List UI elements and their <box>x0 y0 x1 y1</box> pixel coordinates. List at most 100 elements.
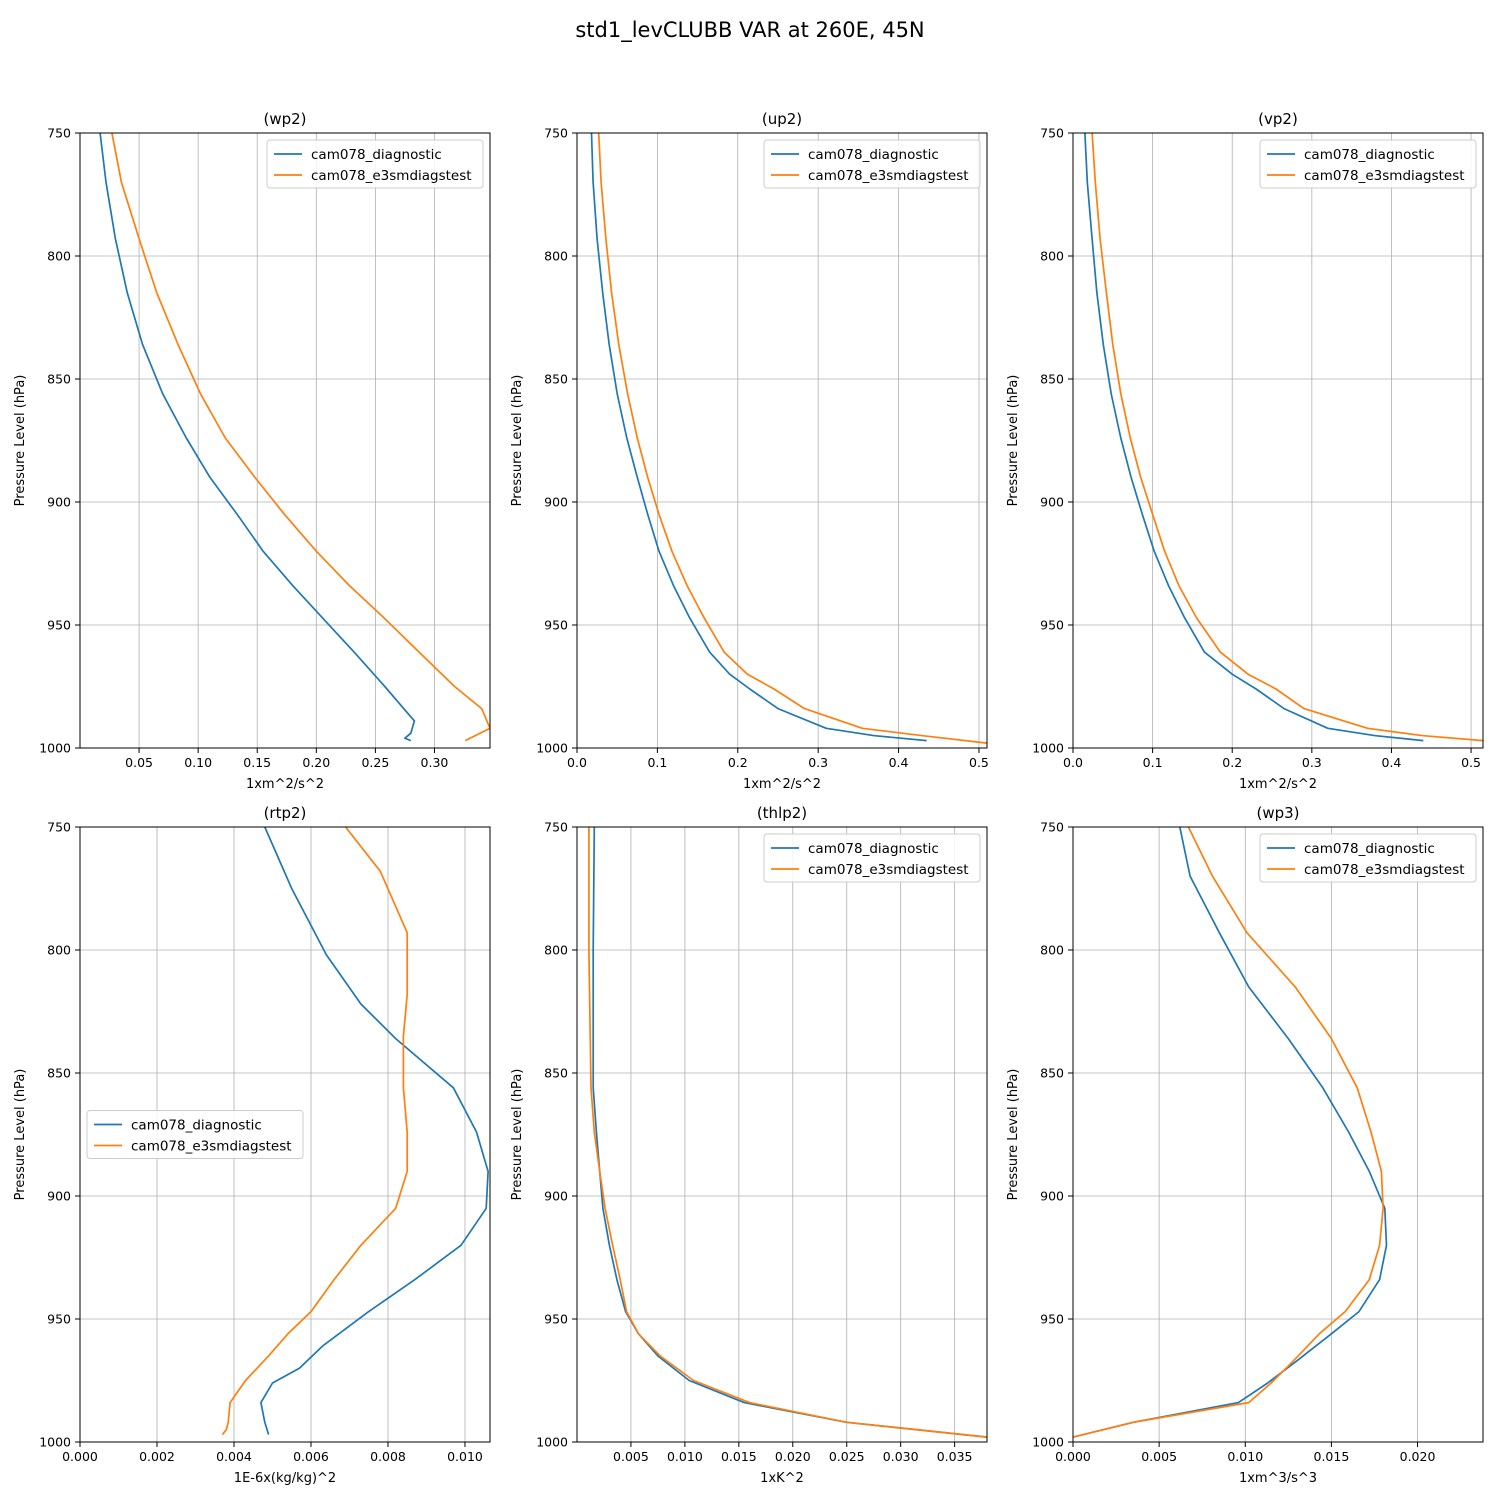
series-line-cam078_diagnostic <box>590 133 927 742</box>
legend-box <box>86 1110 304 1159</box>
x-tick-label: 0.30 <box>421 755 449 770</box>
x-tick-label: 0.015 <box>1314 1449 1350 1464</box>
y-tick-label: 750 <box>47 126 71 141</box>
x-tick-label: 0.3 <box>808 755 828 770</box>
panel-wp3: 0.000 0.005 0.010 0.015 0.020 750 800 850 900 950… <box>1006 804 1484 1486</box>
legend: cam078_diagnostic cam078_e3smdiagstest <box>1259 139 1477 189</box>
x-tick-label: 0.1 <box>1143 755 1163 770</box>
legend-label: cam078_diagnostic <box>131 1118 262 1134</box>
y-tick-label: 950 <box>1040 1312 1064 1327</box>
legend-box <box>1259 833 1477 883</box>
x-tick-label: 0.010 <box>447 1449 483 1464</box>
y-tick-label: 950 <box>47 1312 71 1327</box>
series-line-cam078_diagnostic <box>1073 827 1388 1438</box>
x-tick-label: 0.035 <box>937 1449 973 1464</box>
y-tick-label: 800 <box>47 249 71 264</box>
x-tick-label: 0.005 <box>1141 1449 1177 1464</box>
legend-label: cam078_e3smdiagstest <box>1304 862 1465 878</box>
y-tick-label: 850 <box>47 372 71 387</box>
legend-box <box>763 833 981 883</box>
legend-label: cam078_diagnostic <box>311 147 442 163</box>
x-axis-label: 1E-6x(kg/kg)^2 <box>234 1471 336 1486</box>
x-tick-label: 0.008 <box>370 1449 406 1464</box>
y-tick-label: 1000 <box>536 741 568 756</box>
panel-title: (vp2) <box>1258 110 1298 128</box>
panel-thlp2: 0.005 0.010 0.015 0.020 0.025 0.030 0.035 750 80… <box>510 804 988 1486</box>
x-tick-label: 0.20 <box>302 755 330 770</box>
y-tick-label: 900 <box>544 1189 568 1204</box>
legend: cam078_diagnostic cam078_e3smdiagstest <box>763 139 981 189</box>
y-tick-label: 1000 <box>1032 1435 1064 1450</box>
series-line-cam078_diagnostic <box>592 827 987 1438</box>
y-tick-label: 800 <box>47 943 71 958</box>
y-tick-label: 750 <box>1040 126 1064 141</box>
y-tick-label: 850 <box>47 1066 71 1081</box>
axes-frame <box>576 132 988 749</box>
x-tick-label: 0.4 <box>1382 755 1402 770</box>
x-tick-label: 0.5 <box>1461 755 1481 770</box>
x-tick-label: 0.05 <box>125 755 153 770</box>
x-tick-label: 0.000 <box>1055 1449 1091 1464</box>
y-tick-label: 950 <box>1040 618 1064 633</box>
panel-title: (rtp2) <box>264 804 307 822</box>
series-line-cam078_e3smdiagstest <box>1073 827 1384 1438</box>
legend-box <box>1259 139 1477 189</box>
x-tick-label: 0.004 <box>216 1449 252 1464</box>
y-tick-label: 900 <box>1040 1189 1064 1204</box>
legend-label: cam078_e3smdiagstest <box>1304 168 1465 184</box>
y-tick-label: 900 <box>1040 495 1064 510</box>
x-tick-label: 0.006 <box>293 1449 329 1464</box>
x-tick-label: 0.5 <box>969 755 989 770</box>
legend: cam078_diagnostic cam078_e3smdiagstest <box>86 1110 304 1159</box>
y-tick-label: 900 <box>47 495 71 510</box>
series-line-cam078_diagnostic <box>99 133 416 742</box>
y-axis-label: Pressure Level (hPa) <box>13 1069 28 1201</box>
y-axis-label: Pressure Level (hPa) <box>510 375 525 507</box>
y-tick-label: 850 <box>1040 1066 1064 1081</box>
series-line-cam078_diagnostic <box>260 827 489 1435</box>
panel-title: (thlp2) <box>757 804 807 822</box>
axes-frame <box>1072 132 1484 749</box>
y-tick-label: 950 <box>47 618 71 633</box>
x-tick-label: 0.0 <box>1063 755 1083 770</box>
y-tick-label: 850 <box>1040 372 1064 387</box>
legend-label: cam078_diagnostic <box>1304 841 1435 857</box>
panel-wp2: 0.05 0.10 0.15 0.20 0.25 0.30 750 800 850 900 950 1… <box>13 110 491 792</box>
legend: cam078_diagnostic cam078_e3smdiagstest <box>266 139 484 189</box>
x-tick-label: 0.010 <box>667 1449 703 1464</box>
x-axis-label: 1xm^2/s^2 <box>1239 777 1317 792</box>
legend-label: cam078_e3smdiagstest <box>311 168 472 184</box>
x-axis-label: 1xm^3/s^3 <box>1239 1471 1317 1486</box>
y-tick-label: 1000 <box>39 1435 71 1450</box>
series-line-cam078_e3smdiagstest <box>1091 133 1483 742</box>
x-tick-label: 0.015 <box>721 1449 757 1464</box>
x-tick-label: 0.4 <box>889 755 909 770</box>
y-tick-label: 900 <box>544 495 568 510</box>
axes-frame <box>576 826 988 1443</box>
x-tick-label: 0.0 <box>567 755 587 770</box>
legend: cam078_diagnostic cam078_e3smdiagstest <box>763 833 981 883</box>
axes-frame <box>79 132 491 749</box>
series-line-cam078_e3smdiagstest <box>597 133 987 744</box>
series-line-cam078_e3smdiagstest <box>221 827 409 1436</box>
panel-title: (up2) <box>762 110 802 128</box>
series-line-cam078_diagnostic <box>1084 133 1424 742</box>
y-tick-label: 750 <box>1040 820 1064 835</box>
x-tick-label: 0.002 <box>139 1449 175 1464</box>
legend-label: cam078_diagnostic <box>1304 147 1435 163</box>
x-tick-label: 0.030 <box>883 1449 919 1464</box>
x-tick-label: 0.15 <box>243 755 271 770</box>
y-tick-label: 750 <box>47 820 71 835</box>
x-tick-label: 0.25 <box>361 755 389 770</box>
y-tick-label: 800 <box>544 249 568 264</box>
y-axis-label: Pressure Level (hPa) <box>13 375 28 507</box>
series-line-cam078_e3smdiagstest <box>588 827 987 1438</box>
panel-rtp2: 0.000 0.002 0.004 0.006 0.008 0.010 750 800 850 9… <box>13 804 491 1486</box>
y-tick-label: 1000 <box>39 741 71 756</box>
x-tick-label: 0.2 <box>728 755 748 770</box>
y-axis-label: Pressure Level (hPa) <box>1006 1069 1021 1201</box>
x-tick-label: 0.3 <box>1302 755 1322 770</box>
axes-frame <box>1072 826 1484 1443</box>
panel-vp2: 0.0 0.1 0.2 0.3 0.4 0.5 750 800 850 900 950 1000 (vp… <box>1006 110 1484 792</box>
